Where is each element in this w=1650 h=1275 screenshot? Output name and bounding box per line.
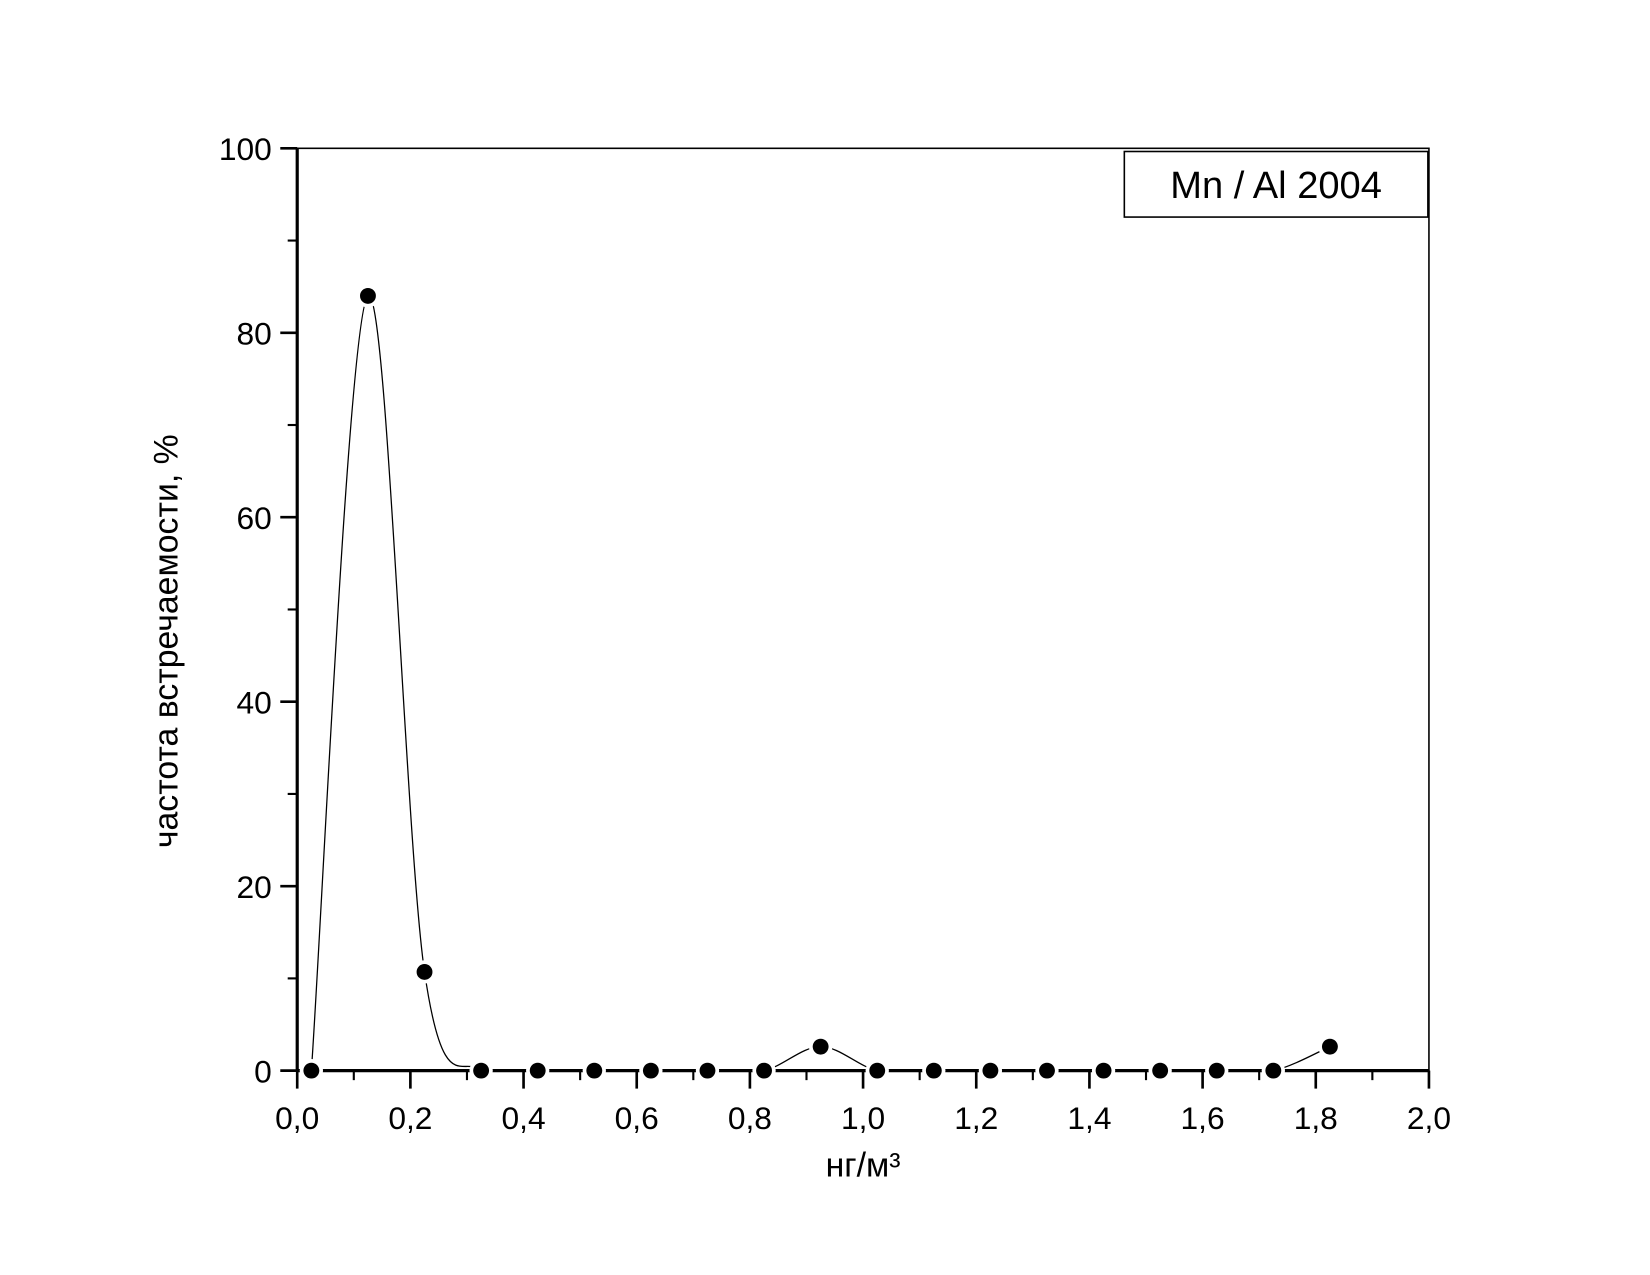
data-line: [310, 295, 1331, 1071]
x-tick-label: 0,2: [388, 1100, 432, 1136]
y-tick-label: 60: [237, 500, 272, 536]
data-point: [529, 1062, 546, 1079]
y-tick-label: 80: [237, 315, 272, 351]
y-tick-label: 0: [254, 1053, 272, 1089]
x-tick-label: 1,8: [1294, 1100, 1338, 1136]
data-point: [642, 1062, 659, 1079]
x-tick-label: 0,6: [615, 1100, 659, 1136]
legend-box: [1123, 150, 1429, 218]
y-axis-title: частота встречаемости, %: [148, 434, 186, 848]
x-axis-title: нг/м³: [826, 1146, 901, 1184]
data-point: [812, 1038, 829, 1055]
y-tick-label: 100: [219, 131, 272, 167]
data-point: [1039, 1062, 1055, 1079]
x-tick-label: 0,0: [275, 1100, 319, 1136]
data-point: [1265, 1062, 1282, 1079]
x-tick-label: 0,4: [502, 1100, 546, 1136]
legend-label: Mn / Al 2004: [1170, 165, 1382, 207]
data-point: [869, 1062, 886, 1079]
x-tick-label: 1,2: [954, 1100, 998, 1136]
x-tick-label: 2,0: [1407, 1100, 1451, 1136]
data-point: [416, 964, 433, 980]
data-point: [303, 1062, 320, 1079]
x-tick-label: 1,4: [1067, 1100, 1111, 1136]
data-point: [756, 1062, 772, 1079]
x-tick-label: 1,6: [1181, 1100, 1225, 1136]
plot-frame: [296, 147, 1430, 1072]
data-point: [1321, 1038, 1338, 1055]
x-tick-label: 1,0: [841, 1100, 885, 1136]
data-point: [1208, 1062, 1225, 1079]
data-point: [699, 1062, 716, 1079]
data-point: [586, 1062, 603, 1079]
y-tick-label: 40: [237, 684, 272, 720]
x-tick-label: 0,8: [728, 1100, 772, 1136]
data-point: [982, 1062, 999, 1079]
data-point: [473, 1062, 490, 1079]
data-point: [1095, 1062, 1112, 1079]
y-tick-label: 20: [237, 869, 272, 905]
data-point: [1152, 1062, 1169, 1079]
data-point: [925, 1062, 942, 1079]
data-point: [360, 287, 376, 304]
